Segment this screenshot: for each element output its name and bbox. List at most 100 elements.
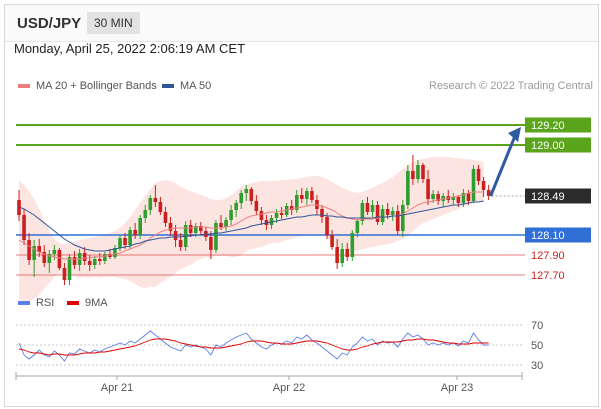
candle-body <box>406 171 410 205</box>
candle-body <box>320 209 324 217</box>
candle-body <box>224 220 228 227</box>
candle-body <box>486 190 491 196</box>
candle-body <box>219 223 223 227</box>
candle-body <box>72 257 77 265</box>
candle-body <box>163 212 168 223</box>
candle-body <box>390 211 395 215</box>
candle-body <box>330 235 334 247</box>
chart-widget: USD/JPY 30 MIN <box>4 4 599 407</box>
candle-body <box>249 189 254 201</box>
candle-body <box>158 202 163 212</box>
candle-body <box>193 226 198 233</box>
x-axis: Apr 21 Apr 22 Apr 23 <box>15 372 523 394</box>
legend-label: RSI <box>36 297 55 309</box>
candle-body <box>67 257 72 280</box>
candle-body <box>57 250 62 268</box>
candle-body <box>350 233 355 257</box>
legend-item-ma20: MA 20 + Bollinger Bands <box>18 80 157 92</box>
level-tag-text: 129.20 <box>531 120 565 132</box>
legend-label: MA 20 + Bollinger Bands <box>36 80 157 92</box>
candle-body <box>143 210 148 218</box>
candle-body <box>113 248 117 257</box>
candle-body <box>199 226 203 231</box>
candle-body <box>375 205 380 222</box>
candle-body <box>27 240 31 260</box>
candle-body <box>476 169 481 181</box>
candle-body <box>239 193 243 203</box>
rsi-tick-label: 30 <box>531 360 543 372</box>
rsi-panel: 70 50 30 <box>16 320 543 372</box>
rsi-tick-label: 70 <box>531 320 543 332</box>
candle-body <box>355 221 360 233</box>
symbol-label: USD/JPY <box>17 15 82 32</box>
candle-body <box>92 259 97 265</box>
candle-body <box>426 179 430 199</box>
forecast-arrow-shaft <box>489 135 517 197</box>
candle-body <box>168 223 173 231</box>
rsi-line <box>18 330 489 362</box>
ma50-line <box>18 200 484 252</box>
candle-body <box>22 215 26 240</box>
candle-body <box>284 206 289 215</box>
candle-body <box>82 253 87 261</box>
level-tag-box <box>525 227 591 243</box>
candle-body <box>103 254 107 261</box>
candle-body <box>234 203 238 210</box>
candle-body <box>47 254 52 263</box>
legend-swatch <box>18 84 30 89</box>
candle-body <box>244 189 249 193</box>
bollinger-bands <box>19 157 484 301</box>
candle-body <box>148 198 153 210</box>
candle-body <box>395 211 400 231</box>
candle-body <box>62 268 67 280</box>
candle-body <box>133 230 137 235</box>
candle-body <box>128 230 132 245</box>
candle-body <box>188 225 193 233</box>
candle-body <box>310 191 314 200</box>
moving-averages <box>18 127 521 260</box>
legend-swatch <box>67 301 79 306</box>
candle-body <box>118 238 122 248</box>
candle-body <box>37 246 41 252</box>
candle-body <box>466 193 471 201</box>
level-tag-box <box>525 188 591 204</box>
candle-body <box>370 205 375 212</box>
x-tick-label: Apr 22 <box>273 382 305 394</box>
legend-item-9ma: 9MA <box>67 297 108 309</box>
x-tick-label: Apr 21 <box>101 382 133 394</box>
chart-header: USD/JPY 30 MIN <box>5 5 598 42</box>
level-tag-box <box>525 117 591 133</box>
candle-body <box>325 217 329 235</box>
candle-body <box>32 246 36 260</box>
timeframe-badge[interactable]: 30 MIN <box>87 12 140 34</box>
candle-body <box>451 197 456 200</box>
level-tag-text: 128.49 <box>531 191 565 203</box>
candle-body <box>123 238 127 245</box>
date-line: Monday, April 25, 2022 2:06:19 AM CET <box>14 41 246 56</box>
x-tick-label: Apr 23 <box>441 382 473 394</box>
candle-body <box>481 181 486 190</box>
candle-body <box>461 193 466 203</box>
candle-body <box>153 198 158 202</box>
rsi-tick-label: 50 <box>531 340 543 352</box>
candle-body <box>279 213 284 215</box>
candle-body <box>178 240 183 247</box>
candle-body <box>345 249 350 257</box>
candle-body <box>259 211 264 220</box>
candle-body <box>254 201 259 211</box>
candle-body <box>294 195 299 210</box>
ma20-line <box>18 191 484 260</box>
bollinger-band-area <box>19 157 484 301</box>
candle-body <box>421 165 425 179</box>
legend-swatch <box>162 84 174 89</box>
candle-body <box>42 252 47 263</box>
candle-body <box>431 194 435 199</box>
candle-body <box>436 194 440 201</box>
candle-body <box>52 250 57 254</box>
candle-body <box>411 171 415 179</box>
candle-body <box>416 165 420 179</box>
candle-body <box>401 205 405 231</box>
candle-body <box>385 209 390 215</box>
level-tag-text: 129.00 <box>531 140 565 152</box>
